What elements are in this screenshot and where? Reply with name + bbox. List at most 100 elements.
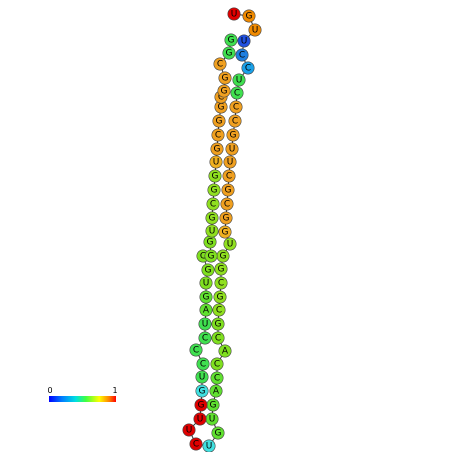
nucleotide-circle [223,237,237,251]
nucleotide-letter: G [207,238,214,248]
nucleotide-circle [210,371,224,385]
nucleotide-letter: G [218,103,225,113]
nucleotide-circle [189,437,203,451]
nucleotide-7: U [232,73,246,87]
nucleotide-58: G [210,142,224,156]
nucleotide-54: C [206,197,220,211]
nucleotide-circle [241,61,255,75]
nucleotide-circle [205,224,219,238]
nucleotide-circle [207,183,221,197]
nucleotide-39: G [195,384,209,398]
nucleotide-circle [214,262,228,276]
nucleotide-letter: A [203,306,210,316]
nucleotide-letter: G [205,266,212,276]
nucleotide-letter: U [252,26,259,36]
nucleotide-38: G [194,398,208,412]
nucleotide-letter: G [220,252,227,262]
nucleotide-letter: G [221,87,228,97]
nucleotide-5: C [235,48,249,62]
nucleotide-letter: C [224,200,230,210]
nucleotide-letter: C [218,93,224,103]
nucleotide-circle [208,169,222,183]
nucleotide-circle [217,84,231,98]
nucleotide-31: G [206,398,220,412]
nucleotide-33: G [211,426,225,440]
nucleotide-letter: U [186,426,193,436]
nucleotide-letter: C [215,131,221,141]
nucleotide-circle [228,114,242,128]
nucleotide-letter: G [228,36,235,46]
nucleotide-29: C [210,371,224,385]
nucleotide-circle [206,197,220,211]
nucleotide-2: G [242,9,256,23]
nucleotide-circle [218,225,232,239]
nucleotide-circle [198,331,212,345]
nucleotide-51: G [203,235,217,249]
nucleotide-63: G [217,84,231,98]
nucleotide-17: G [219,211,233,225]
nucleotide-letter: C [193,440,199,450]
nucleotide-letter: U [206,442,213,452]
nucleotide-21: G [214,262,228,276]
nucleotide-circle [210,357,224,371]
nucleotide-letter: G [212,172,219,182]
nucleotide-circle [209,384,223,398]
nucleotide-letter: C [218,279,224,289]
nucleotide-letter: U [209,415,216,425]
nucleotide-letter: G [246,12,253,22]
nucleotide-circle [195,370,209,384]
nucleotide-41: C [196,357,210,371]
nucleotide-circle [232,73,246,87]
nucleotide-letter: U [236,76,243,86]
nucleotide-circle [224,33,238,47]
nucleotide-nodes: U GUUCCUCCCGUUCGCGGUGGCGCGCACCAGUGUCUUGGU… [182,7,262,452]
nucleotide-circle [195,384,209,398]
nucleotide-circle [210,142,224,156]
legend-max-label: 1 [112,386,117,395]
nucleotide-47: U [199,276,213,290]
nucleotide-6: C [241,61,255,75]
nucleotide-letter: U [197,415,204,425]
nucleotide-circle [213,57,227,71]
nucleotide-circle [227,7,241,21]
nucleotide-36: U [182,423,196,437]
nucleotide-letter: C [200,360,206,370]
nucleotide-circle [204,249,218,263]
nucleotide-letter: C [234,89,240,99]
nucleotide-60: G [212,114,226,128]
nucleotide-42: C [189,343,203,357]
nucleotide-circle [225,142,239,156]
nucleotide-65: C [213,57,227,71]
nucleotide-10: C [228,114,242,128]
nucleotide-circle [189,343,203,357]
nucleotide-letter: U [202,320,209,330]
nucleotide-32: U [205,412,219,426]
nucleotide-circle [212,303,226,317]
nucleotide-letter: G [198,401,205,411]
nucleotide-48: G [201,263,215,277]
nucleotide-letter: G [222,74,229,84]
nucleotide-50: G [204,249,218,263]
nucleotide-3: U [248,23,262,37]
nucleotide-circle [194,398,208,412]
nucleotide-letter: U [231,10,238,20]
nucleotide-16: C [220,197,234,211]
nucleotide-letter: G [223,214,230,224]
nucleotide-letter: G [214,145,221,155]
color-scale-bar [49,396,116,402]
nucleotide-circle [205,211,219,225]
nucleotide-1: U [227,7,241,21]
nucleotide-circle [211,317,225,331]
nucleotide-letter: G [216,117,223,127]
nucleotide-25: G [211,317,225,331]
nucleotide-letter: U [213,158,220,168]
nucleotide-circle [235,48,249,62]
nucleotide-circle [211,426,225,440]
color-legend: 0 1 [47,386,118,402]
nucleotide-letter: U [199,373,206,383]
nucleotide-circle [222,169,236,183]
nucleotide-circle [196,357,210,371]
nucleotide-circle [248,23,262,37]
